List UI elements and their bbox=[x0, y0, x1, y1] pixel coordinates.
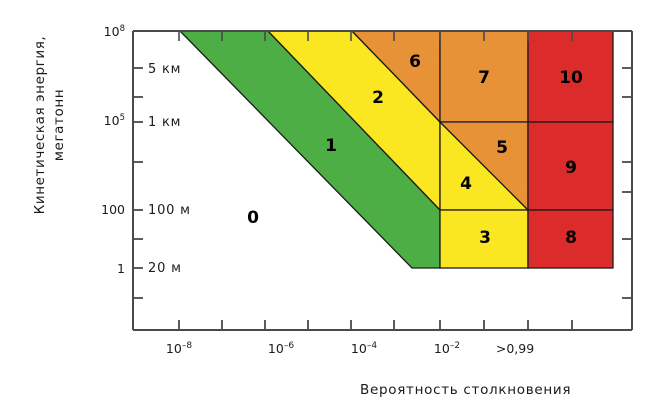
region-label-2: 2 bbox=[372, 88, 384, 108]
y-major-ticks bbox=[133, 30, 143, 299]
y-size-label-100m: 100 м bbox=[148, 203, 191, 218]
region-10-red bbox=[527, 30, 614, 123]
region-label-7: 7 bbox=[478, 68, 490, 88]
x-tick-exp: –2 bbox=[449, 341, 461, 351]
x-axis-title: Вероятность столкновения bbox=[360, 382, 572, 398]
region-8-red bbox=[527, 209, 614, 269]
region-label-1: 1 bbox=[325, 136, 337, 156]
x-tick-base: 10 bbox=[433, 341, 450, 357]
y-tick-exp: 5 bbox=[119, 113, 125, 123]
x-tick-label-1e-8: 10–8 bbox=[144, 341, 214, 356]
axis-lines bbox=[132, 30, 633, 331]
region-number-labels: 0 1 2 6 7 10 5 4 9 3 8 bbox=[247, 52, 583, 248]
x-tick-exp: –6 bbox=[283, 341, 295, 351]
y-tick-label-100: 100 bbox=[65, 202, 125, 217]
region-label-4: 4 bbox=[460, 174, 472, 194]
y-tick-label-1e5: 105 bbox=[65, 113, 125, 128]
y-tick-base: 10 bbox=[103, 113, 120, 129]
hazard-regions bbox=[178, 30, 614, 269]
region-label-6: 6 bbox=[409, 52, 421, 72]
y-size-label-5km: 5 км bbox=[148, 62, 182, 77]
region-3-yellow bbox=[439, 209, 529, 269]
y-tick-base: 10 bbox=[103, 24, 120, 40]
x-tick-exp: –4 bbox=[366, 341, 378, 351]
region-label-10: 10 bbox=[559, 68, 583, 88]
x-tick-label-gt099: >0,99 bbox=[480, 341, 550, 356]
x-tick-base: 10 bbox=[267, 341, 284, 357]
x-tick-base: 10 bbox=[350, 341, 367, 357]
y-tick-base: 1 bbox=[117, 261, 125, 276]
y-tick-label-1e8: 108 bbox=[65, 24, 125, 39]
x-tick-label-1e-2: 10–2 bbox=[412, 341, 482, 356]
y-tick-exp: 8 bbox=[119, 24, 125, 34]
x-tick-base: 10 bbox=[165, 341, 182, 357]
region-label-9: 9 bbox=[565, 158, 577, 178]
x-tick-exp: –8 bbox=[181, 341, 193, 351]
region-label-3: 3 bbox=[479, 228, 491, 248]
region-label-8: 8 bbox=[565, 228, 577, 248]
region-7-orange bbox=[439, 30, 529, 123]
y-size-label-20m: 20 м bbox=[148, 261, 182, 276]
region-9-red bbox=[527, 121, 614, 211]
y-tick-label-1: 1 bbox=[65, 261, 125, 276]
x-bottom-ticks bbox=[178, 320, 573, 330]
x-top-ticks bbox=[178, 31, 573, 41]
x-tick-base: >0,99 bbox=[495, 341, 535, 356]
x-tick-label-1e-6: 10–6 bbox=[246, 341, 316, 356]
x-tick-label-1e-4: 10–4 bbox=[329, 341, 399, 356]
y-right-ticks bbox=[622, 67, 632, 299]
y-tick-base: 100 bbox=[101, 202, 125, 217]
region-label-0: 0 bbox=[247, 208, 259, 228]
region-label-5: 5 bbox=[496, 138, 508, 158]
y-size-label-1km: 1 км bbox=[148, 115, 182, 130]
